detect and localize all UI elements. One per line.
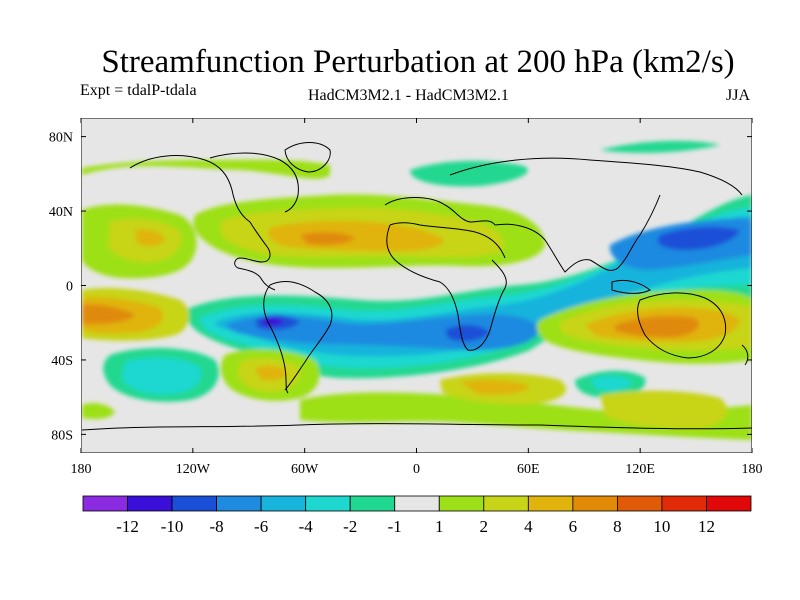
lat-tick-label: 0 — [66, 280, 73, 295]
colorbar-label: -2 — [343, 517, 357, 536]
north-africa-coast — [389, 222, 506, 259]
colorbar-swatch — [661, 495, 707, 512]
colorbar-label: 2 — [480, 517, 489, 536]
lat-tick-label: 40N — [49, 205, 73, 220]
asia-south-coast — [494, 194, 661, 273]
colorbar-swatch — [483, 495, 529, 512]
colorbar-label: -8 — [210, 517, 224, 536]
contour-field — [82, 140, 752, 440]
colorbar-label: -1 — [388, 517, 402, 536]
colorbar: -12 -10 -8 -6 -4 -2 -1 1 2 4 6 8 10 12 — [82, 495, 752, 536]
asia-north-coast — [449, 157, 743, 196]
europe-coast — [384, 197, 496, 226]
colorbar-swatch — [706, 495, 752, 512]
colorbar-label: -10 — [161, 517, 184, 536]
lat-tick-label: 40S — [51, 354, 73, 369]
axis-ticks: 80N 40N 0 40S 80S 180 120W 60W 0 60E 120E 180 — [49, 118, 763, 477]
colorbar-label: 4 — [524, 517, 533, 536]
colorbar-swatch — [527, 495, 574, 512]
antarctica-coast — [81, 423, 752, 431]
model-label: HadCM3M2.1 - HadCM3M2.1 — [308, 87, 509, 104]
colorbar-swatch — [349, 495, 396, 512]
south-america-west-coast — [263, 284, 289, 394]
experiment-label: Expt = tdalP-tdala — [80, 82, 197, 99]
colorbar-swatch — [82, 495, 128, 512]
colorbar-label: 8 — [613, 517, 622, 536]
page-title: Streamfunction Perturbation at 200 hPa (… — [101, 44, 735, 80]
colorbar-label: 12 — [698, 517, 715, 536]
indonesia-coast — [611, 279, 651, 294]
colorbar-label: 6 — [569, 517, 578, 536]
north-america-coast — [129, 155, 276, 291]
colorbar-swatch — [572, 495, 618, 512]
colorbar-label: -6 — [254, 517, 268, 536]
colorbar-swatch — [305, 495, 351, 512]
lon-tick-label: 120W — [176, 462, 211, 477]
lat-tick-label: 80S — [51, 428, 73, 443]
coastlines — [81, 142, 752, 431]
colorbar-swatch — [171, 495, 217, 512]
lon-tick-label: 0 — [413, 462, 420, 477]
africa-coast — [386, 224, 507, 351]
colorbar-swatch — [617, 495, 663, 512]
lon-tick-label: 60E — [517, 462, 540, 477]
colorbar-swatch — [216, 495, 262, 512]
australia-coast — [637, 292, 727, 359]
map-panel — [81, 118, 752, 453]
lon-tick-label: 180 — [71, 462, 92, 477]
lon-tick-label: 60W — [291, 462, 319, 477]
new-zealand-coast — [741, 344, 749, 366]
colorbar-label: 10 — [653, 517, 670, 536]
greenland-coast — [284, 142, 331, 173]
colorbar-swatch — [438, 495, 485, 512]
colorbar-swatch — [260, 495, 307, 512]
season-label: JJA — [726, 87, 751, 104]
lon-tick-label: 180 — [742, 462, 763, 477]
hudson-coast — [209, 152, 299, 213]
colorbar-label: 1 — [435, 517, 444, 536]
colorbar-label: -12 — [116, 517, 139, 536]
colorbar-swatch — [127, 495, 173, 512]
lon-tick-label: 120E — [625, 462, 655, 477]
lat-tick-label: 80N — [49, 131, 73, 146]
colorbar-swatch — [394, 495, 440, 512]
colorbar-label: -4 — [299, 517, 314, 536]
south-america-coast — [269, 281, 333, 391]
